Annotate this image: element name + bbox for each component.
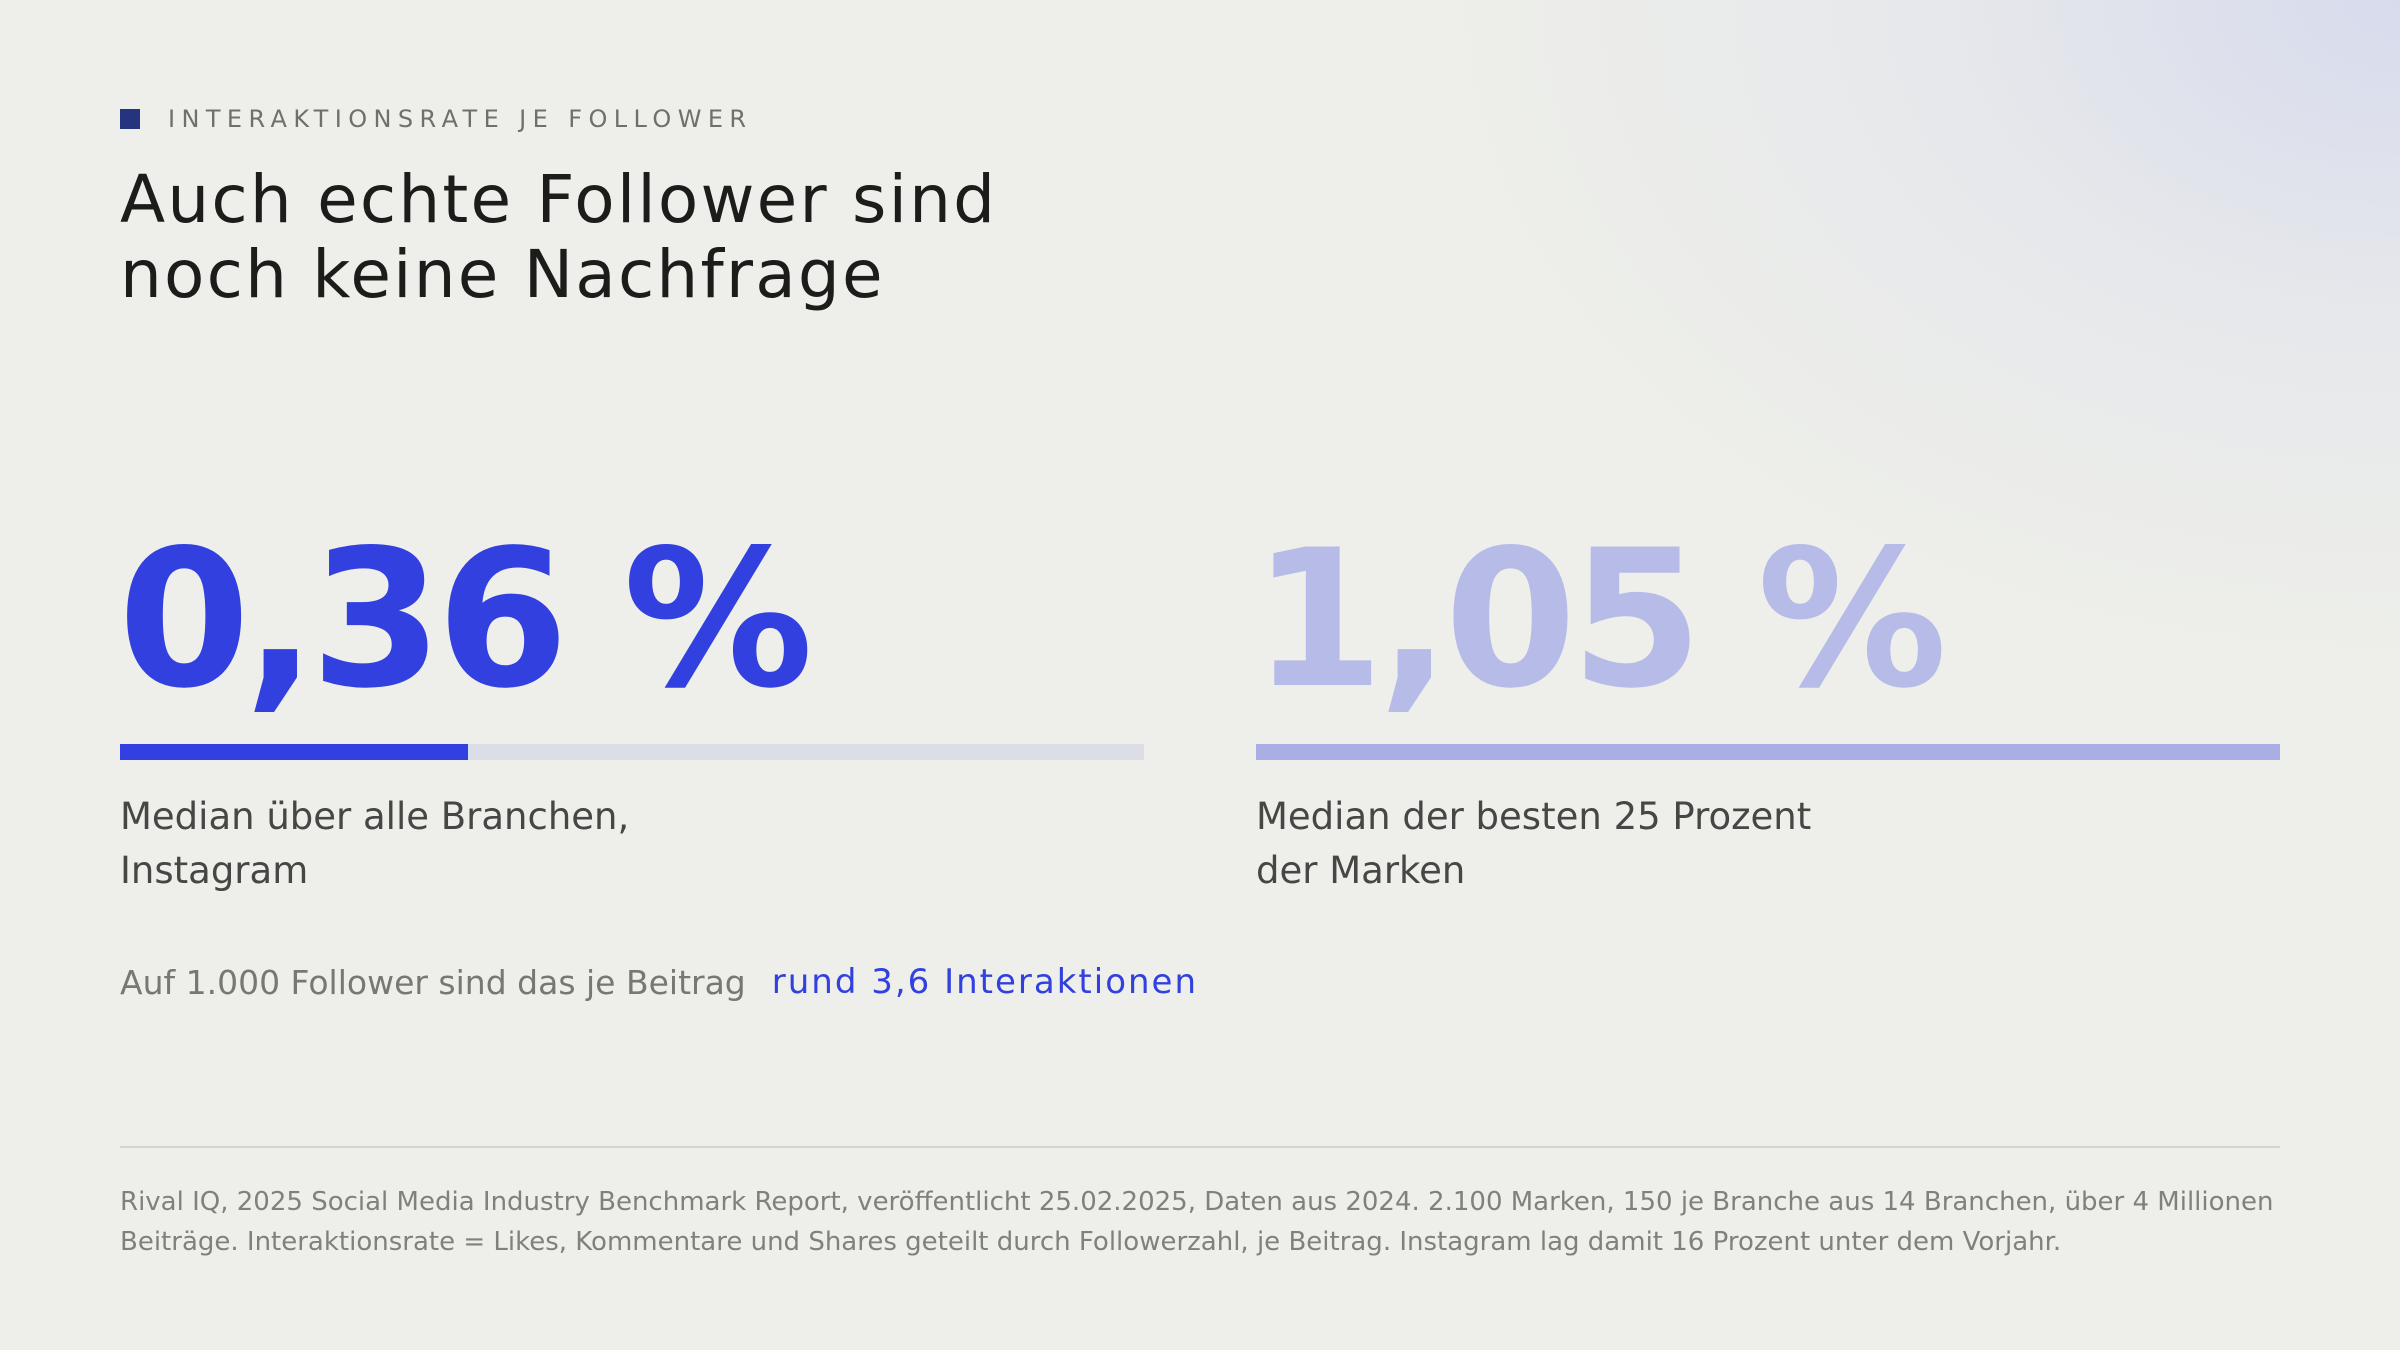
- eyebrow: INTERAKTIONSRATE JE FOLLOWER: [120, 104, 753, 134]
- eyebrow-square-marker: [120, 109, 140, 129]
- interaction-note-highlight: rund 3,6 Interaktionen: [771, 962, 1199, 1002]
- page-title-line-2: noch keine Nachfrage: [120, 236, 885, 313]
- stat-label-median-all-line-1: Median über alle Branchen,: [120, 795, 630, 838]
- eyebrow-label: INTERAKTIONSRATE JE FOLLOWER: [168, 105, 753, 133]
- stat-label-median-all-line-2: Instagram: [120, 849, 309, 892]
- source-note-line-1: Rival IQ, 2025 Social Media Industry Ben…: [120, 1187, 2274, 1217]
- stat-value-median-all: 0,36 %: [118, 509, 813, 730]
- progress-bar-median-all: [120, 744, 1144, 760]
- stat-label-top-quartile: Median der besten 25 Prozent der Marken: [1256, 790, 1811, 898]
- source-note: Rival IQ, 2025 Social Media Industry Ben…: [120, 1182, 2280, 1262]
- stat-label-top-quartile-line-2: der Marken: [1256, 849, 1466, 892]
- page-title: Auch echte Follower sind noch keine Nach…: [120, 162, 997, 312]
- footer-divider: [120, 1146, 2280, 1148]
- stat-value-top-quartile: 1,05 %: [1252, 509, 1947, 730]
- stat-label-median-all: Median über alle Branchen, Instagram: [120, 790, 629, 898]
- stat-label-top-quartile-line-1: Median der besten 25 Prozent: [1256, 795, 1812, 838]
- page-title-line-1: Auch echte Follower sind: [120, 161, 998, 238]
- interaction-note-text: Auf 1.000 Follower sind das je Beitrag: [120, 962, 746, 1002]
- source-note-line-2: Beiträge. Interaktionsrate = Likes, Komm…: [120, 1227, 2062, 1257]
- progress-bar-top-quartile: [1256, 744, 2280, 760]
- interaction-note: Auf 1.000 Follower sind das je Beitrag r…: [120, 952, 1198, 1012]
- progress-bar-median-all-fill: [120, 744, 469, 760]
